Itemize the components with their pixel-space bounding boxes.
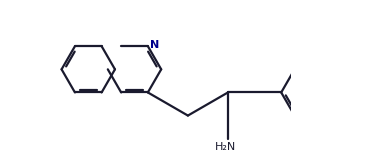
Text: H₂N: H₂N	[215, 142, 236, 152]
Text: N: N	[150, 40, 159, 50]
